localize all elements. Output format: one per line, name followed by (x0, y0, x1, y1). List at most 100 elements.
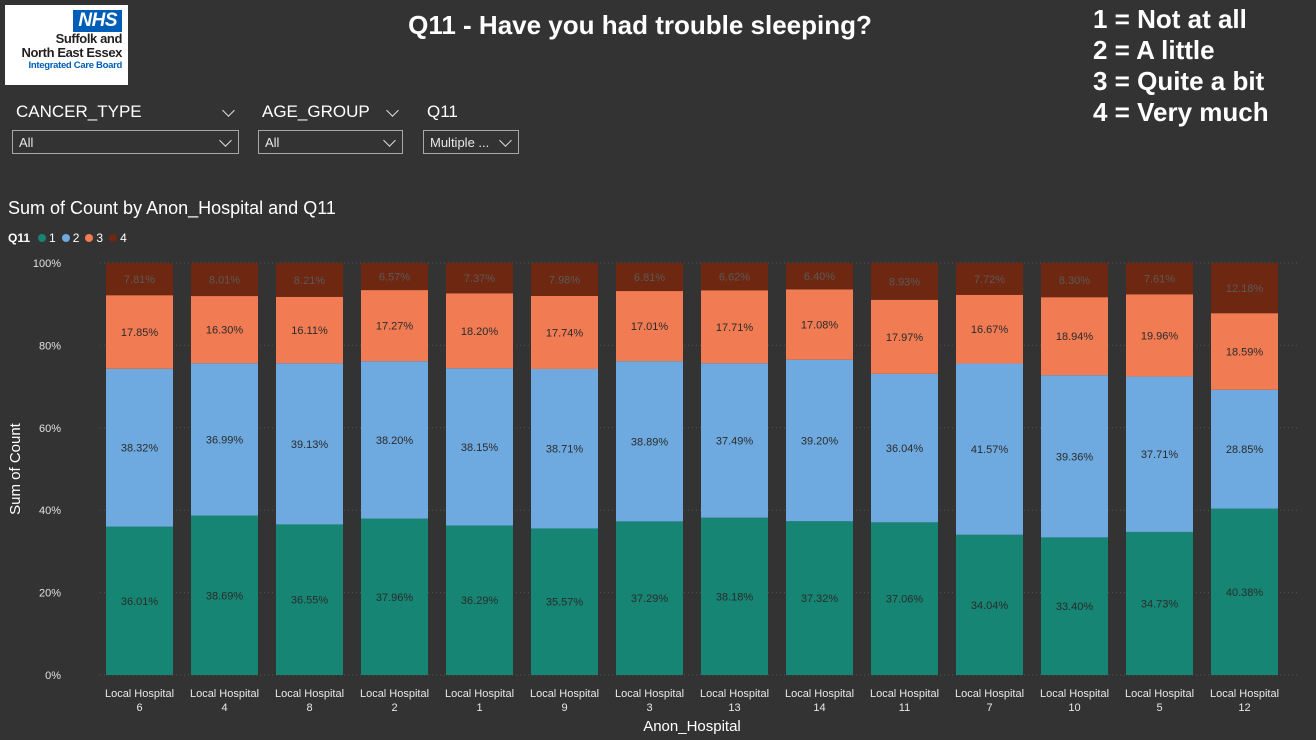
bar-segment-series-2 (276, 363, 343, 525)
bar-segment-series-4 (786, 263, 853, 290)
x-tick-label: Local Hospital (870, 688, 939, 700)
data-label: 38.32% (121, 443, 159, 455)
y-axis-title: Sum of Count (7, 422, 24, 515)
slicer-q11-label: Q11 (427, 102, 458, 121)
bar-segment-series-2 (786, 359, 853, 522)
data-label: 17.74% (546, 327, 584, 339)
bar-segment-series-2 (956, 363, 1023, 535)
y-tick-label: 20% (39, 588, 61, 600)
x-tick-label: Local Hospital (105, 688, 174, 700)
data-label: 38.89% (631, 436, 669, 448)
data-label: 18.94% (1056, 331, 1094, 343)
y-tick-label: 0% (45, 670, 61, 682)
data-label: 17.01% (631, 321, 669, 333)
data-label: 17.85% (121, 327, 159, 339)
data-label: 7.72% (974, 274, 1005, 286)
data-label: 28.85% (1226, 444, 1264, 456)
bar-segment-series-1 (1126, 531, 1193, 675)
data-label: 37.49% (716, 435, 754, 447)
data-label: 17.97% (886, 332, 924, 344)
bar-segment-series-4 (616, 263, 683, 292)
data-label: 38.69% (206, 590, 244, 602)
data-label: 17.27% (376, 321, 414, 333)
data-label: 37.96% (376, 592, 414, 604)
slicer-cancer-type-label: CANCER_TYPE (16, 102, 142, 121)
x-tick-label: Local Hospital (275, 688, 344, 700)
legend-title: Q11 (8, 231, 31, 245)
bar-segment-series-1 (106, 526, 173, 675)
data-label: 19.96% (1141, 330, 1179, 342)
bar-segment-series-3 (191, 296, 258, 364)
data-label: 34.73% (1141, 598, 1179, 610)
x-tick-label-number: 1 (476, 702, 482, 714)
bar-segment-series-3 (956, 294, 1023, 364)
x-tick-label: Local Hospital (445, 688, 514, 700)
data-label: 18.59% (1226, 346, 1264, 358)
slicer-cancer-type-value: All (19, 135, 34, 150)
scale-key-3: 3 = Quite a bit (1093, 66, 1265, 96)
x-tick-label: Local Hospital (1040, 688, 1109, 700)
bar-segment-series-2 (616, 361, 683, 522)
legend-item-4[interactable]: 4 (109, 231, 127, 245)
bar-segment-series-4 (106, 263, 173, 296)
bar-segment-series-3 (616, 291, 683, 362)
bar-segment-series-1 (276, 524, 343, 675)
bar-segment-series-1 (531, 528, 598, 675)
slicer-age-group-value: All (265, 135, 280, 150)
page-title: Q11 - Have you had trouble sleeping? (408, 10, 872, 40)
data-label: 16.11% (291, 325, 328, 337)
x-tick-label-number: 6 (136, 702, 142, 714)
legend-item-2[interactable]: 2 (61, 231, 79, 245)
data-label: 38.71% (546, 444, 584, 456)
slicer-age-group-dropdown[interactable]: All (258, 130, 403, 154)
bar-segment-series-4 (1126, 262, 1193, 295)
bar-segment-series-3 (1041, 297, 1108, 376)
x-tick-label-number: 5 (1156, 702, 1162, 714)
data-label: 36.55% (291, 595, 329, 607)
y-tick-label: 60% (39, 423, 61, 435)
slicer-age-group-header[interactable]: AGE_GROUP (258, 102, 403, 126)
data-label: 8.30% (1059, 275, 1090, 287)
data-label: 6.62% (719, 272, 750, 284)
legend-item-1[interactable]: 1 (38, 231, 56, 245)
data-label: 36.01% (121, 596, 159, 608)
x-tick-label-number: 2 (391, 702, 397, 714)
data-label: 41.57% (971, 444, 1009, 456)
bar-segment-series-3 (1126, 294, 1193, 377)
x-tick-label-number: 10 (1068, 702, 1080, 714)
legend-item-3[interactable]: 3 (85, 231, 103, 245)
bar-segment-series-1 (956, 534, 1023, 675)
bar-segment-series-2 (361, 361, 428, 519)
data-label: 36.29% (461, 595, 499, 607)
data-label: 33.40% (1056, 601, 1094, 613)
y-tick-label: 100% (33, 258, 61, 270)
chart-title: Sum of Count by Anon_Hospital and Q11 (8, 198, 336, 218)
data-label: 17.08% (801, 320, 839, 332)
data-label: 35.57% (546, 597, 584, 609)
bar-segment-series-3 (1211, 313, 1278, 390)
x-tick-label: Local Hospital (615, 688, 684, 700)
x-tick-label: Local Hospital (1125, 688, 1194, 700)
slicer-age-group-label: AGE_GROUP (262, 102, 370, 121)
data-label: 39.20% (801, 435, 839, 447)
data-label: 40.38% (1226, 587, 1264, 599)
slicer-q11-dropdown[interactable]: Multiple ... (423, 130, 519, 154)
data-label: 7.81% (124, 274, 155, 286)
bar-segment-series-1 (361, 518, 428, 675)
bar-segment-series-1 (1211, 508, 1278, 675)
data-label: 37.32% (801, 593, 839, 605)
bar-segment-series-2 (531, 368, 598, 529)
data-label: 6.40% (804, 271, 835, 283)
legend-swatch-4 (109, 234, 118, 242)
logo-line-3: Integrated Care Board (28, 60, 123, 71)
slicer-cancer-type-dropdown[interactable]: All (12, 130, 239, 154)
slicer-cancer-type-header[interactable]: CANCER_TYPE (12, 102, 239, 126)
data-label: 16.67% (971, 324, 1009, 336)
x-tick-label-number: 9 (561, 702, 567, 714)
bar-segment-series-3 (531, 295, 598, 369)
data-label: 38.20% (376, 435, 414, 447)
x-tick-label-number: 8 (306, 702, 312, 714)
data-label: 7.37% (464, 273, 495, 285)
bar-segment-series-3 (701, 290, 768, 364)
data-label: 34.04% (971, 600, 1009, 612)
